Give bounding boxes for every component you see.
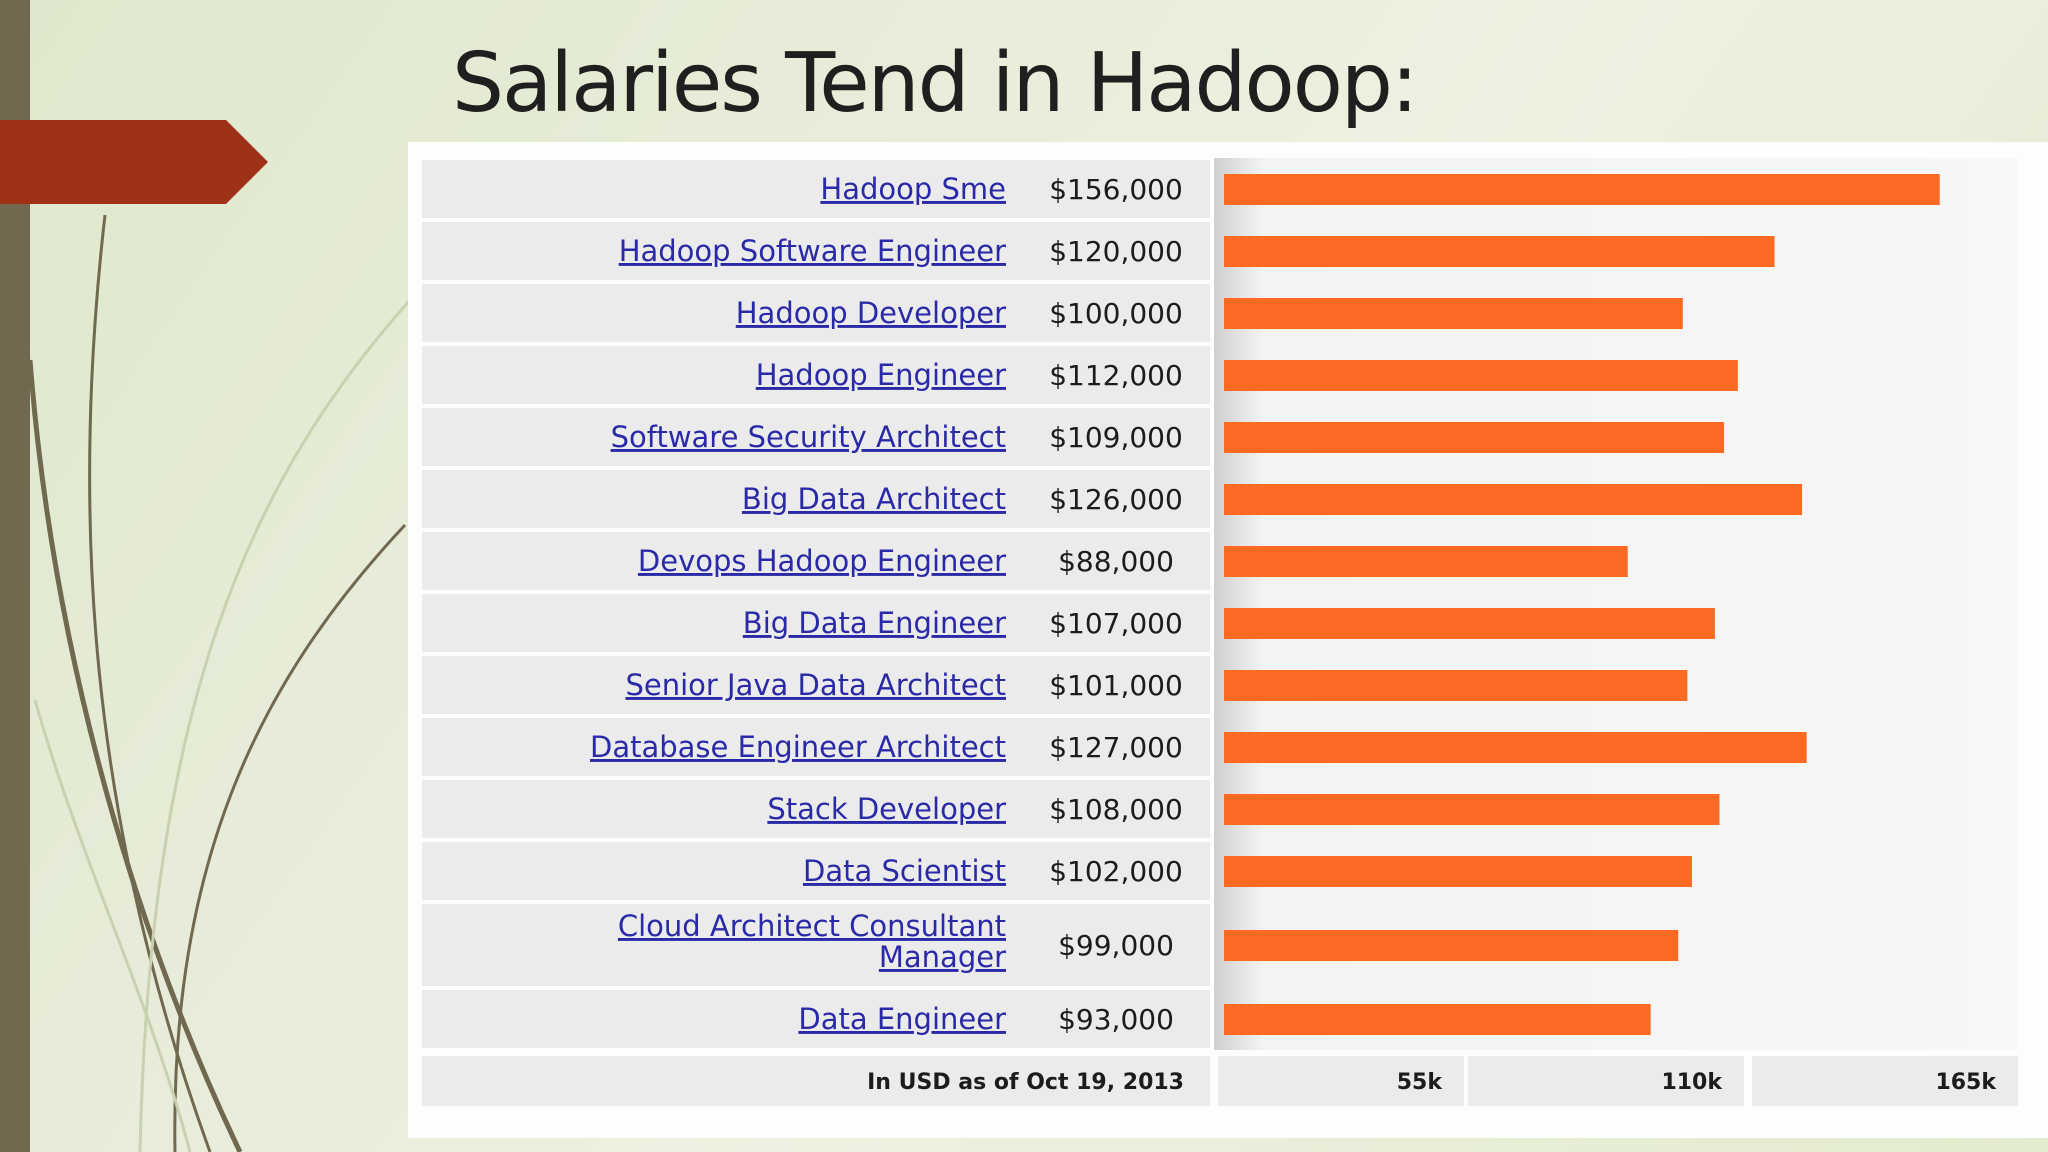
- table-row: [422, 904, 1210, 986]
- salary-bar: [1224, 236, 1775, 267]
- table-row: [422, 160, 1210, 218]
- category-label-link[interactable]: Devops Hadoop Engineer: [638, 544, 1006, 578]
- category-label-link[interactable]: Senior Java Data Architect: [625, 668, 1006, 702]
- slide-title: Salaries Tend in Hadoop:: [452, 36, 1419, 131]
- table-row: [422, 780, 1210, 838]
- decorative-grass-lines: [27, 214, 412, 1152]
- salary-value-label: $93,000: [1058, 1003, 1174, 1036]
- category-label-link[interactable]: Hadoop Sme: [820, 172, 1006, 206]
- salary-value-label: $127,000: [1049, 731, 1183, 764]
- salary-bar: [1224, 856, 1692, 887]
- table-row: [422, 222, 1210, 280]
- table-row: [422, 408, 1210, 466]
- salary-bar: [1224, 930, 1679, 961]
- table-row: [422, 594, 1210, 652]
- salary-value-label: $108,000: [1049, 793, 1183, 826]
- salary-bar: [1224, 732, 1807, 763]
- plot-area-background: [1214, 158, 2018, 1050]
- tick-cell: [1468, 1056, 1744, 1106]
- category-label-link[interactable]: Big Data Engineer: [743, 606, 1006, 640]
- category-label-link[interactable]: Hadoop Engineer: [756, 358, 1006, 392]
- footnote-text: In USD as of Oct 19, 2013: [867, 1070, 1184, 1095]
- category-label-link[interactable]: Database Engineer Architect: [590, 730, 1006, 764]
- category-label-link[interactable]: Hadoop Software Engineer: [619, 234, 1006, 268]
- salary-value-label: $156,000: [1049, 173, 1183, 206]
- salary-value-label: $100,000: [1049, 297, 1183, 330]
- salary-value-label: $112,000: [1049, 359, 1183, 392]
- table-row: [422, 990, 1210, 1048]
- x-tick-label: 110k: [1661, 1070, 1723, 1095]
- table-row: [422, 470, 1210, 528]
- tick-cell: [1218, 1056, 1464, 1106]
- salary-bar: [1224, 360, 1738, 391]
- salary-bar: [1224, 298, 1683, 329]
- table-row: [422, 656, 1210, 714]
- table-row: [422, 284, 1210, 342]
- salary-value-label: $101,000: [1049, 669, 1183, 702]
- salary-bar: [1224, 1004, 1651, 1035]
- salary-value-label: $109,000: [1049, 421, 1183, 454]
- salary-value-label: $99,000: [1058, 929, 1174, 962]
- salary-bar-chart: Hadoop Sme $156,000 Hadoop Software Engine…: [422, 158, 2018, 1106]
- salary-value-label: $107,000: [1049, 607, 1183, 640]
- category-label-link[interactable]: Data Engineer: [798, 1002, 1006, 1036]
- x-tick-label: 165k: [1935, 1070, 1997, 1095]
- salary-bar: [1224, 794, 1720, 825]
- tick-cell: [1752, 1056, 2018, 1106]
- salary-bar: [1224, 670, 1688, 701]
- arrow-marker-shape: [0, 120, 268, 204]
- table-row: [422, 718, 1210, 776]
- salary-bar: [1224, 422, 1725, 453]
- footer-row: [422, 1056, 1210, 1106]
- salary-value-label: $88,000: [1058, 545, 1174, 578]
- category-label-link[interactable]: Stack Developer: [767, 792, 1006, 826]
- category-label-link[interactable]: Data Scientist: [803, 854, 1006, 888]
- salary-chart-panel: Hadoop Sme $156,000 Hadoop Software Engine…: [408, 142, 2048, 1138]
- salary-value-label: $120,000: [1049, 235, 1183, 268]
- category-label-link[interactable]: Hadoop Developer: [736, 296, 1006, 330]
- salary-value-label: $102,000: [1049, 855, 1183, 888]
- category-label-link[interactable]: Cloud Architect Consultant Manager: [618, 909, 1006, 974]
- salary-bar: [1224, 484, 1803, 515]
- salary-bar: [1224, 608, 1715, 639]
- category-label-link[interactable]: Software Security Architect: [611, 420, 1006, 454]
- table-row: [422, 842, 1210, 900]
- salary-bar: [1224, 546, 1628, 577]
- table-row: [422, 346, 1210, 404]
- x-tick-label: 55k: [1397, 1070, 1444, 1095]
- table-row: [422, 532, 1210, 590]
- salary-bar: [1224, 174, 1940, 205]
- salary-value-label: $126,000: [1049, 483, 1183, 516]
- category-label-link[interactable]: Big Data Architect: [742, 482, 1006, 516]
